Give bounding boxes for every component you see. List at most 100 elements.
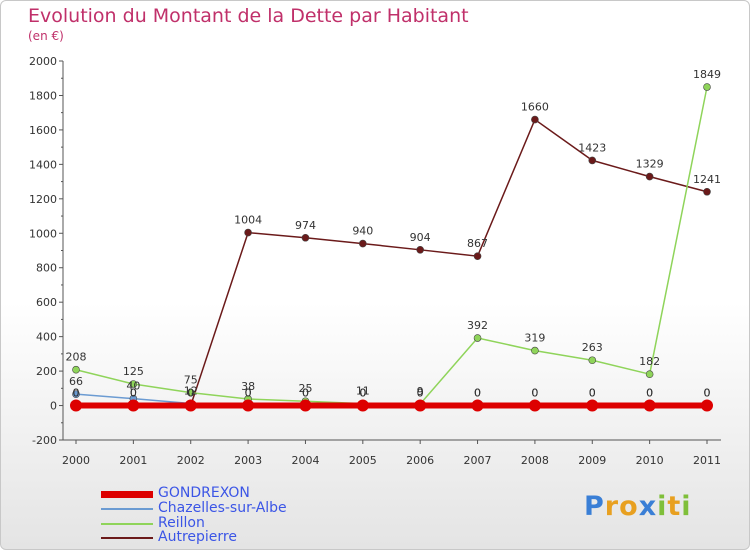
series-point-1 [72,390,80,398]
series-point-3 [588,156,597,165]
x-tick-label: 2001 [119,454,147,467]
y-tick-label: 200 [36,365,57,378]
data-label: 319 [524,332,545,345]
data-label: 208 [66,351,87,364]
data-label: 0 [73,387,80,400]
data-label: 0 [417,387,424,400]
y-tick-label: 1000 [29,227,57,240]
series-point-3 [301,233,310,242]
x-tick-label: 2009 [578,454,606,467]
data-label: 0 [589,387,596,400]
data-label: 12 [184,384,198,397]
series-point-2 [645,370,654,378]
data-label: 25 [298,382,312,395]
proxiti-logo: Proxiti [584,491,692,522]
logo-letter: r [604,491,620,522]
legend-swatch-0 [101,487,153,501]
data-label: 0 [130,387,137,400]
y-tick-label: 1400 [29,158,57,171]
x-tick-label: 2003 [234,454,262,467]
series-point-2 [473,334,482,342]
data-label: 125 [123,365,144,378]
logo-letter: i [681,491,692,522]
series-point-0 [299,399,312,412]
x-tick-label: 2004 [291,454,319,467]
series-point-3 [645,172,654,181]
logo-letter: i [657,491,668,522]
y-tick-label: 2000 [29,55,57,68]
series-point-0 [127,399,140,412]
series-point-3 [244,228,252,237]
logo-letter: t [667,491,682,522]
data-label: 40 [126,380,140,393]
data-label: 0 [531,387,538,400]
series-point-0 [701,399,713,412]
chart-unit: (en €) [28,29,64,43]
series-point-2 [588,356,597,365]
series-point-2 [186,388,195,397]
data-label: 1241 [693,173,721,186]
data-label: 974 [295,219,316,232]
data-label: 0 [704,387,711,400]
data-label: 0 [73,387,80,400]
x-tick-label: 2007 [464,454,492,467]
data-label: 0 [130,387,137,400]
data-label: 1660 [521,101,549,114]
x-tick-label: 2010 [636,454,664,467]
logo-letter: x [638,491,658,522]
series-point-3 [703,187,711,196]
data-label: 1423 [578,141,606,154]
data-label: 75 [184,374,198,387]
series-point-3 [473,252,482,260]
series-point-2 [129,380,138,388]
logo-letter: o [619,491,639,522]
data-label: 392 [467,319,488,332]
data-label: 904 [410,231,431,244]
series-point-0 [184,399,197,412]
series-point-0 [414,399,427,412]
legend-label-1: Chazelles-sur-Albe [158,500,287,516]
data-label: 66 [69,375,83,388]
x-tick-label: 2005 [349,454,377,467]
data-label: 0 [417,387,424,400]
data-label: 1849 [693,68,721,81]
series-point-0 [586,399,599,412]
data-label: 0 [187,387,194,400]
series-point-3 [359,239,367,248]
x-tick-label: 2006 [406,454,434,467]
data-label: 0 [245,387,252,400]
data-label: 38 [241,380,255,393]
series-line-3 [76,118,708,407]
series-point-2 [703,83,711,91]
series-point-3 [531,115,539,124]
data-label: 0 [302,387,309,400]
series-point-0 [528,399,541,412]
series-point-2 [531,346,539,355]
series-point-3 [416,246,424,254]
data-label: 0 [474,387,481,400]
series-point-2 [72,365,80,374]
data-label: 0 [474,387,481,400]
data-label: 0 [704,387,711,400]
data-label: 0 [359,387,366,400]
data-label: 182 [639,355,660,368]
data-label: 0 [646,387,653,400]
x-tick-label: 2011 [693,454,721,467]
legend-swatch-1 [101,502,153,516]
x-tick-label: 2002 [177,454,205,467]
series-point-0 [643,399,656,412]
data-label: 1004 [234,214,262,227]
y-tick-label: 0 [50,400,57,413]
legend-swatch-2 [101,517,153,531]
data-label: 263 [582,341,603,354]
x-tick-label: 2000 [62,454,90,467]
legend-label-0: GONDREXON [158,485,250,501]
legend-label-3: Autrepierre [158,529,237,545]
data-label: 940 [352,225,373,238]
series-point-0 [70,399,82,412]
data-label: 1329 [636,158,664,171]
y-tick-label: 1600 [29,124,57,137]
y-tick-label: -200 [32,434,57,447]
data-label: 0 [302,387,309,400]
